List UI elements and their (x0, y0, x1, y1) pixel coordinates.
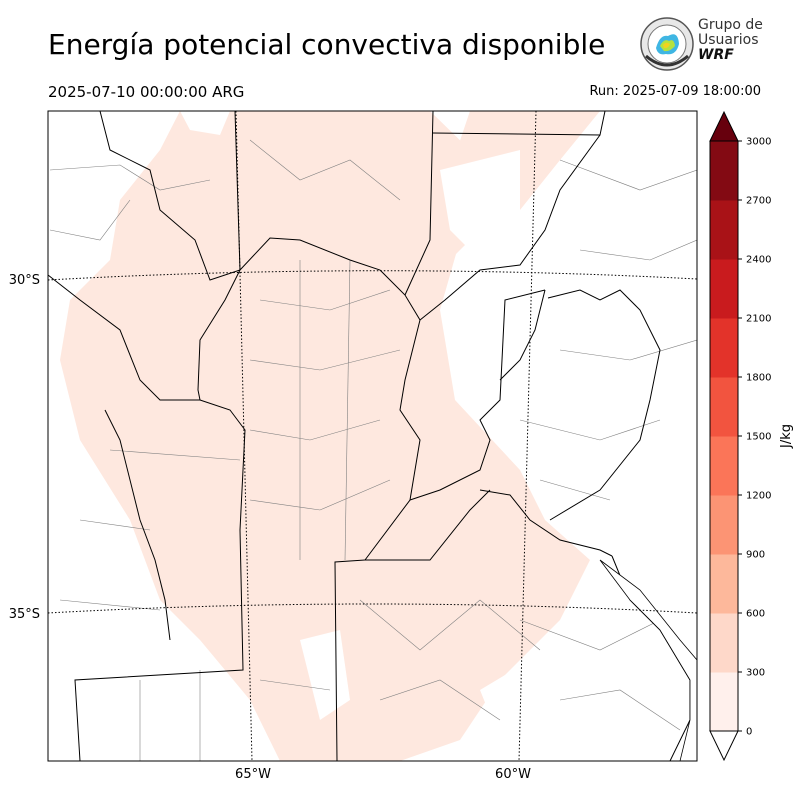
colorbar-tick-label: 1800 (746, 373, 771, 384)
logo-line1: Grupo de (698, 17, 763, 33)
valid-time: 2025-07-10 00:00:00 ARG (48, 83, 245, 101)
colorbar-segment (710, 259, 738, 319)
colorbar-tick-label: 2700 (746, 196, 771, 207)
lat-label: 35°S (9, 607, 40, 622)
logo-line2: Usuarios (698, 32, 759, 48)
colorbar-tick-label: 1500 (746, 432, 771, 443)
colorbar-tick-label: 900 (746, 550, 765, 561)
colorbar-label: J/kg (779, 424, 794, 449)
logo-seal-icon (640, 17, 694, 71)
colorbar-segment (710, 318, 738, 378)
colorbar: 0 300 600 900 1200 1500 1800 2100 2400 2700 3000 J… (709, 110, 794, 762)
colorbar-tick-label: 600 (746, 609, 765, 620)
colorbar-segment (710, 377, 738, 437)
colorbar-tick-label: 2400 (746, 255, 771, 266)
colorbar-tick-label: 3000 (746, 137, 771, 148)
colorbar-segment (710, 554, 738, 614)
logo-line3: WRF (698, 47, 734, 63)
lon-label: 60°W (495, 767, 531, 782)
colorbar-segment (710, 495, 738, 555)
lat-label: 30°S (9, 273, 40, 288)
colorbar-segment (710, 672, 738, 732)
colorbar-tick-label: 0 (746, 727, 752, 738)
colorbar-segment (710, 436, 738, 496)
colorbar-segment (710, 141, 738, 201)
colorbar-over-extension (709, 110, 739, 142)
colorbar-segment (710, 613, 738, 673)
colorbar-tick-label: 2100 (746, 314, 771, 325)
colorbar-under-extension (709, 730, 739, 762)
colorbar-segment (710, 200, 738, 260)
map-frame (47, 110, 698, 762)
page-title: Energía potencial convectiva disponible (48, 28, 606, 61)
run-time: Run: 2025-07-09 18:00:00 (589, 84, 761, 99)
department-boundaries (49, 139, 697, 761)
colorbar-tick-label: 300 (746, 668, 765, 679)
river-plate-estuary (599, 559, 697, 761)
field-gaps (180, 111, 540, 740)
colorbar-tick-label: 1200 (746, 491, 771, 502)
wrf-logo: Grupo de Usuarios WRF (638, 16, 763, 72)
lon-label: 65°W (235, 767, 271, 782)
graticule (48, 111, 697, 761)
